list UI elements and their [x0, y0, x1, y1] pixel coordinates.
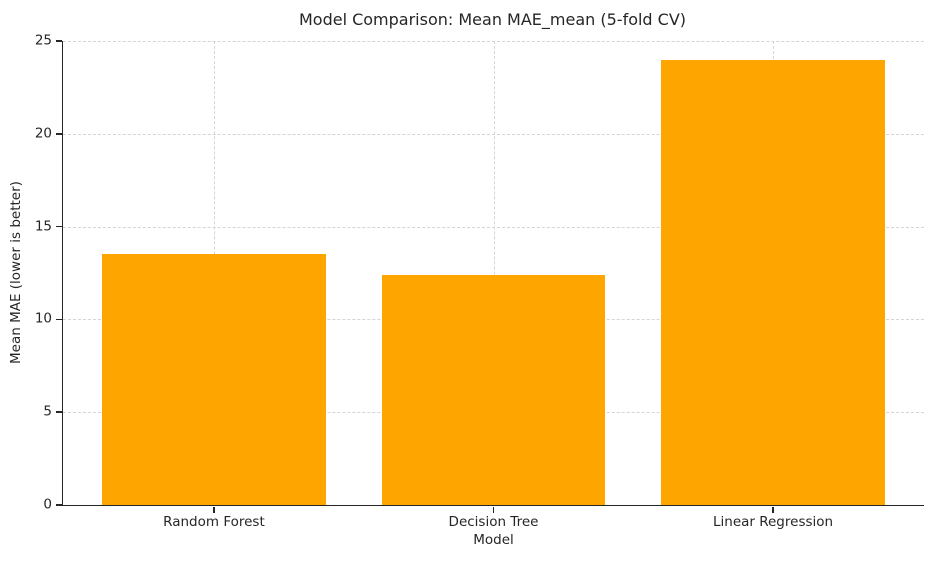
y-tick-label: 10: [34, 311, 52, 328]
v-gridline: [493, 41, 495, 505]
x-tick-label: Linear Regression: [712, 514, 834, 530]
plot-area: Model 0 5 10 15 20 25 Random Forest Decision Tr…: [35, 33, 924, 548]
bar-linear-regression: [661, 59, 885, 505]
chart-title: Model Comparison: Mean MAE_mean (5-fold …: [298, 10, 687, 29]
bar-decision-tree: [381, 274, 606, 505]
x-tick-mark: [213, 506, 215, 513]
y-tick-label: 0: [43, 496, 52, 513]
y-tick-label: 25: [34, 32, 52, 49]
y-tick-mark: [55, 504, 62, 506]
x-tick-label: Random Forest: [163, 514, 265, 530]
x-tick-mark: [772, 506, 774, 513]
x-axis-label: Model: [473, 532, 514, 548]
y-tick-mark: [55, 40, 62, 42]
x-tick-mark: [492, 506, 495, 513]
bar-random-forest: [102, 253, 326, 505]
y-tick-mark: [55, 411, 62, 413]
y-tick-mark: [55, 133, 62, 135]
y-tick-label: 15: [34, 218, 52, 235]
y-tick-label: 20: [34, 125, 52, 142]
x-tick-label: Decision Tree: [448, 514, 539, 530]
y-tick-mark: [55, 318, 62, 321]
y-tick-label: 5: [43, 403, 52, 420]
y-tick-mark: [55, 225, 62, 228]
y-axis-label: Mean MAE (lower is better): [8, 181, 24, 365]
